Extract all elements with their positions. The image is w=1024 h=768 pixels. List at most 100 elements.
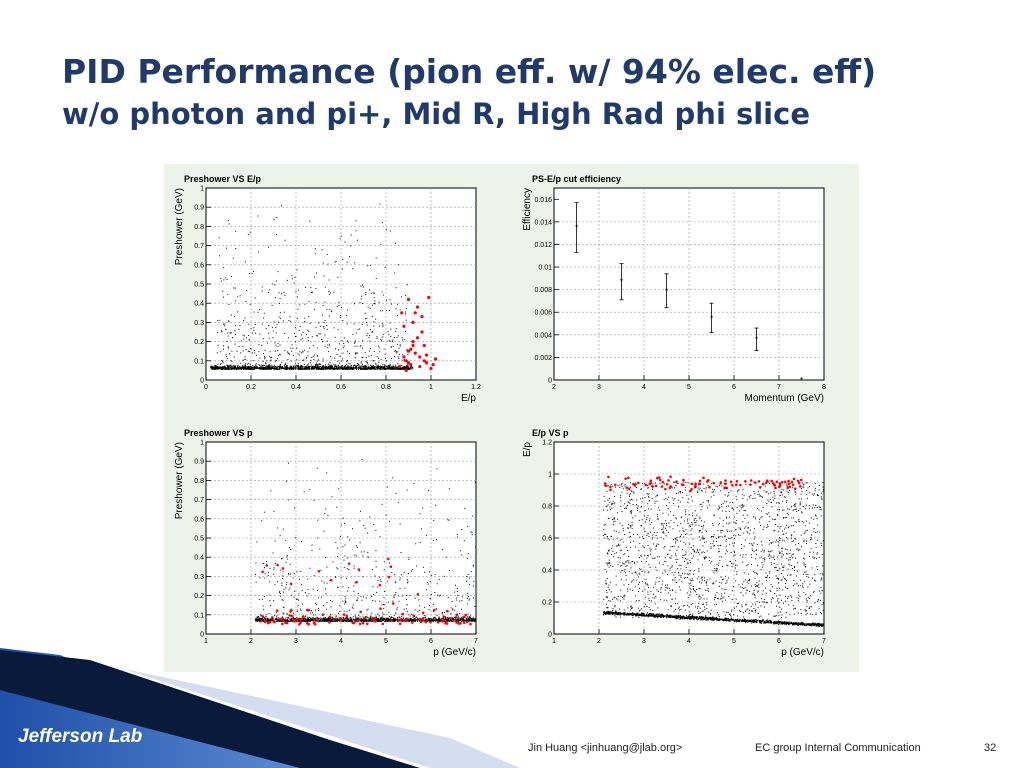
data-point	[431, 618, 433, 620]
data-point	[292, 368, 294, 370]
data-point	[290, 360, 292, 362]
data-point	[367, 265, 369, 267]
data-point	[220, 363, 222, 365]
data-point	[469, 620, 471, 622]
data-point	[301, 590, 303, 592]
data-point	[380, 617, 382, 619]
data-point	[407, 582, 409, 584]
data-point	[353, 585, 355, 587]
data-point	[400, 368, 402, 370]
data-point	[473, 597, 475, 599]
data-point	[261, 367, 263, 369]
data-point	[455, 584, 457, 586]
data-point	[338, 301, 340, 303]
data-point	[382, 367, 384, 369]
data-point	[286, 480, 288, 482]
data-point	[435, 538, 437, 540]
data-point	[275, 617, 277, 619]
electron-point	[389, 618, 393, 621]
data-point	[239, 325, 241, 327]
data-point	[324, 301, 326, 303]
data-point	[362, 286, 364, 288]
data-point	[412, 619, 414, 621]
data-point	[383, 569, 385, 571]
data-point	[361, 618, 363, 620]
data-point	[258, 598, 260, 600]
data-point	[368, 366, 370, 368]
data-point	[357, 617, 359, 619]
data-point	[363, 367, 365, 369]
data-point	[445, 556, 447, 558]
data-point	[405, 295, 407, 297]
data-point	[366, 619, 368, 621]
electron-point	[436, 620, 440, 624]
data-point	[343, 566, 345, 568]
data-point	[375, 362, 377, 364]
data-point	[227, 366, 229, 368]
data-point	[264, 357, 266, 359]
data-point	[328, 617, 330, 619]
electron-point	[392, 602, 395, 605]
data-point	[217, 320, 219, 322]
data-point	[229, 332, 231, 334]
data-point	[391, 616, 393, 618]
data-point	[366, 362, 368, 364]
data-point	[406, 604, 408, 606]
electron-point	[332, 619, 336, 622]
data-point	[328, 620, 330, 622]
data-point	[417, 620, 419, 622]
data-point	[383, 367, 385, 369]
data-point	[403, 368, 405, 370]
data-point	[353, 342, 355, 344]
data-point	[217, 363, 219, 365]
data-point	[330, 365, 332, 367]
data-point	[357, 618, 359, 620]
data-point	[326, 328, 328, 330]
data-point	[259, 367, 261, 369]
data-point	[437, 619, 439, 621]
data-point	[445, 618, 447, 620]
data-point	[434, 619, 436, 621]
data-point	[420, 619, 422, 621]
data-point	[229, 366, 231, 368]
data-point	[402, 620, 404, 622]
data-point	[300, 583, 302, 585]
data-point	[358, 366, 360, 368]
data-point	[255, 332, 257, 334]
data-point	[474, 618, 476, 620]
data-point	[307, 337, 309, 339]
data-point	[302, 365, 304, 367]
data-point	[364, 527, 366, 529]
data-point	[335, 348, 337, 350]
data-point	[263, 367, 265, 369]
data-point	[235, 230, 237, 232]
data-point	[467, 592, 469, 594]
data-point	[439, 618, 441, 620]
data-point	[312, 366, 314, 368]
data-point	[237, 311, 239, 313]
data-point	[330, 365, 332, 367]
data-point	[292, 367, 294, 369]
data-point	[262, 618, 264, 620]
data-point	[295, 620, 297, 622]
data-point	[367, 306, 369, 308]
data-point	[279, 620, 281, 622]
data-point	[256, 365, 258, 367]
data-point	[237, 367, 239, 369]
data-point	[328, 351, 330, 353]
data-point	[464, 619, 466, 621]
data-point	[261, 520, 263, 522]
data-point	[679, 616, 681, 618]
data-point	[282, 528, 284, 530]
data-point	[455, 616, 457, 618]
data-point	[343, 618, 345, 620]
electron-point	[295, 618, 299, 621]
data-point	[393, 366, 395, 368]
data-point	[609, 613, 611, 615]
data-point	[354, 582, 356, 584]
data-point	[475, 529, 477, 531]
data-point	[274, 614, 276, 616]
data-point	[365, 291, 367, 293]
data-point	[475, 546, 477, 548]
data-point	[357, 599, 359, 601]
